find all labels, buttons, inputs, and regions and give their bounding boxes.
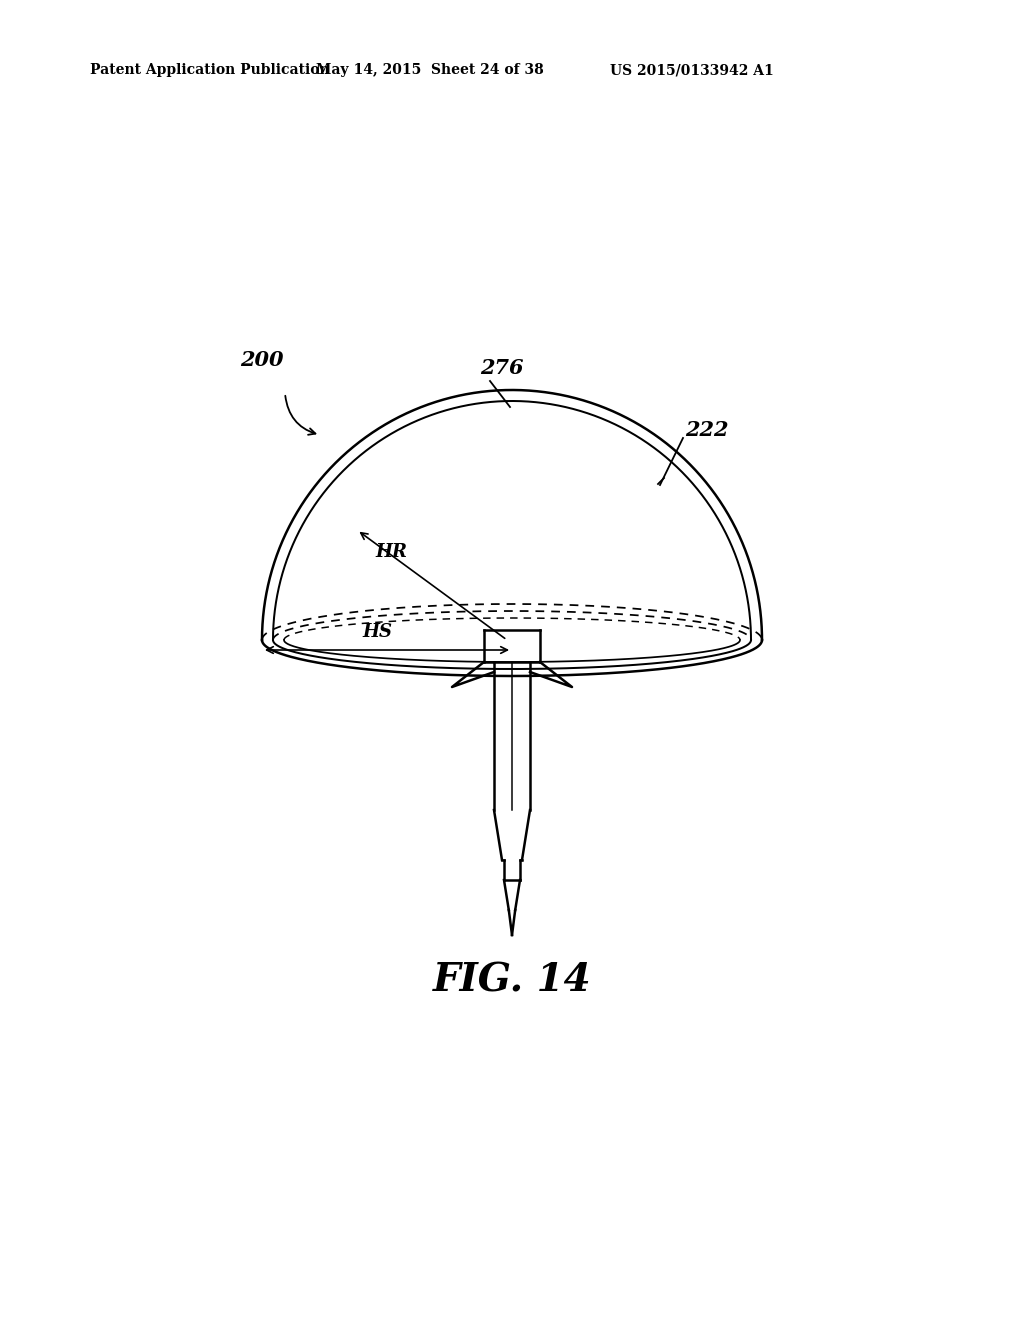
Text: FIG. 14: FIG. 14 <box>433 961 591 999</box>
Text: 200: 200 <box>240 350 284 370</box>
Text: 276: 276 <box>480 358 523 378</box>
Text: Patent Application Publication: Patent Application Publication <box>90 63 330 77</box>
Text: 222: 222 <box>685 420 728 440</box>
Text: May 14, 2015  Sheet 24 of 38: May 14, 2015 Sheet 24 of 38 <box>316 63 544 77</box>
Text: HS: HS <box>362 623 392 642</box>
Text: US 2015/0133942 A1: US 2015/0133942 A1 <box>610 63 774 77</box>
Text: HR: HR <box>375 543 407 561</box>
